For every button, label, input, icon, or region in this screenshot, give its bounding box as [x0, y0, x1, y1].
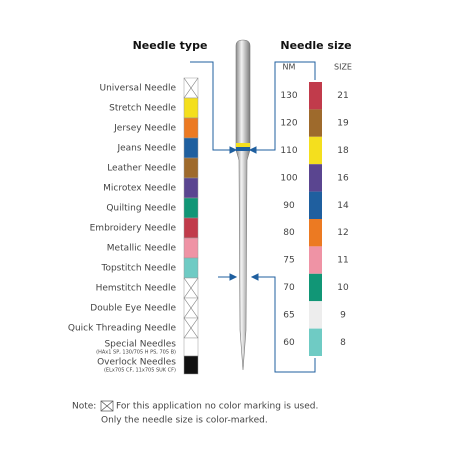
- size-swatch: [309, 246, 322, 274]
- nm-value: 120: [280, 119, 297, 129]
- size-swatch: [309, 109, 322, 137]
- nm-value: 65: [283, 310, 294, 320]
- needle-type-label: Leather Needle: [107, 164, 176, 174]
- needle-type-label: Embroidery Needle: [90, 224, 177, 234]
- needle-type-label: Universal Needle: [100, 84, 177, 94]
- note-label: Note:: [72, 402, 96, 412]
- size-value: 9: [340, 310, 346, 320]
- needle-type-label: Stretch Needle: [109, 104, 176, 114]
- size-value: 16: [337, 173, 349, 183]
- nm-value: 70: [283, 283, 295, 293]
- color-swatch: [183, 217, 199, 239]
- size-swatch: [309, 219, 322, 247]
- color-swatch: [183, 117, 199, 139]
- needle-type-label: Microtex Needle: [103, 184, 176, 194]
- color-swatch: [183, 355, 199, 375]
- color-swatch: [183, 337, 199, 357]
- color-swatch: [183, 137, 199, 159]
- needle-type-label: Special Needles: [104, 340, 176, 350]
- needle-type-label: Overlock Needles: [97, 358, 176, 368]
- color-swatch: [183, 237, 199, 259]
- size-value: 14: [337, 201, 349, 211]
- nm-value: 110: [280, 146, 297, 156]
- color-swatch: [183, 157, 199, 179]
- size-swatch: [309, 164, 322, 192]
- needle-type-sublabel: (HAx1 SP, 130/705 H PS, 705 B): [96, 350, 176, 356]
- size-swatch: [309, 301, 322, 329]
- size-value: 8: [340, 338, 346, 348]
- connectors: [190, 61, 316, 373]
- needle-type-label: Quilting Needle: [106, 204, 176, 214]
- color-swatch: [183, 257, 199, 279]
- note-line: Only the needle size is color-marked.: [101, 416, 268, 426]
- size-value: 12: [337, 228, 348, 238]
- needle-type-label: Hemstitch Needle: [96, 284, 177, 294]
- no-color-cross: [183, 297, 199, 319]
- nm-header: NM: [283, 63, 296, 72]
- size-value: 10: [337, 283, 349, 293]
- needle-type-label: Quick Threading Needle: [68, 324, 177, 334]
- size-value: 11: [337, 256, 348, 266]
- size-value: 21: [337, 91, 348, 101]
- nm-value: 100: [280, 173, 297, 183]
- no-color-cross: [183, 77, 199, 99]
- color-swatch: [183, 97, 199, 119]
- needle-type-title: Needle type: [133, 39, 208, 52]
- nm-value: 60: [283, 338, 295, 348]
- size-swatch: [309, 82, 322, 110]
- needle-type-label: Metallic Needle: [107, 244, 177, 254]
- note-icon: [100, 400, 114, 412]
- needle-size-title: Needle size: [280, 39, 351, 52]
- needle: [235, 39, 251, 371]
- nm-value: 75: [283, 256, 294, 266]
- needle-type-label: Jersey Needle: [113, 124, 176, 134]
- needle-type-label: Jeans Needle: [116, 144, 176, 154]
- nm-value: 90: [283, 201, 295, 211]
- nm-value: 130: [280, 91, 297, 101]
- note-line: For this application no color marking is…: [116, 402, 318, 412]
- size-swatch: [309, 328, 322, 356]
- needle-type-sublabel: (ELx705 CF, 11x705 SUK CF): [104, 368, 176, 374]
- color-swatch: [183, 177, 199, 199]
- needle-type-label: Double Eye Needle: [90, 304, 176, 314]
- size-swatch: [309, 136, 322, 165]
- no-color-cross: [183, 277, 199, 299]
- no-color-cross: [183, 317, 199, 339]
- size-header: SIZE: [334, 63, 352, 72]
- nm-value: 80: [283, 228, 295, 238]
- size-swatch: [309, 191, 322, 219]
- size-value: 19: [337, 119, 349, 129]
- needle-type-label: Topstitch Needle: [100, 264, 176, 274]
- size-swatch: [309, 273, 322, 302]
- size-value: 18: [337, 146, 349, 156]
- color-swatch: [183, 197, 199, 219]
